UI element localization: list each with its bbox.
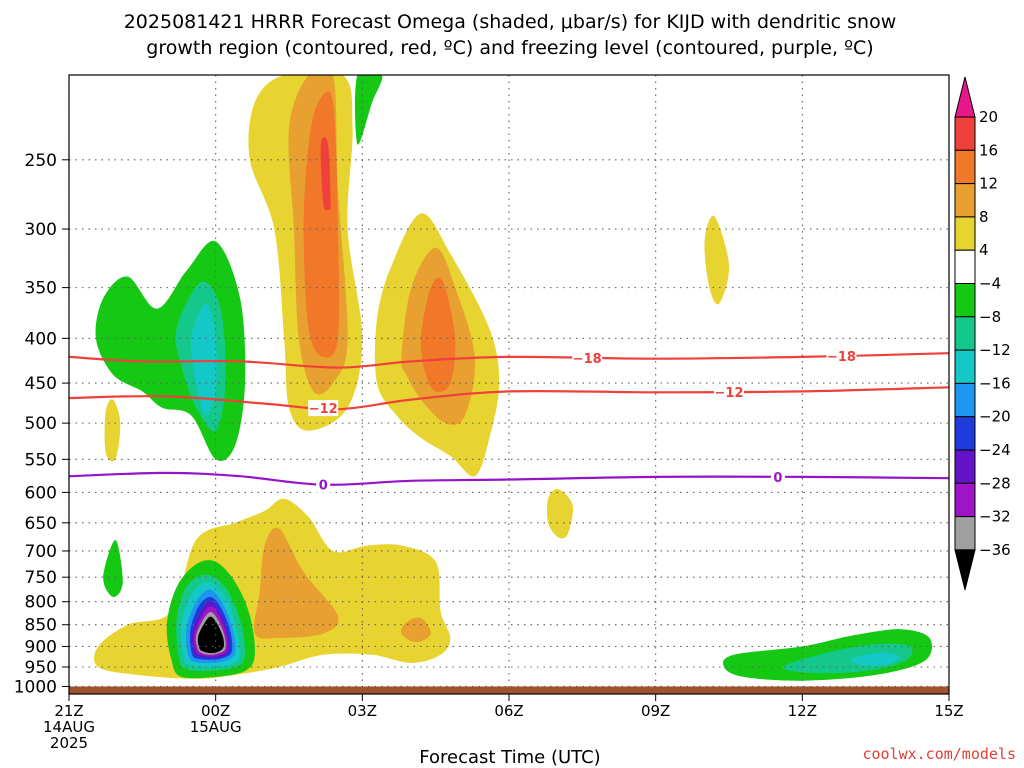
omega-region-16	[103, 539, 123, 597]
omega-region-6	[420, 277, 456, 392]
contour-line-2	[69, 471, 949, 486]
omega-region-9	[546, 489, 573, 539]
omega-region-2	[303, 91, 340, 358]
contour-label: −12	[309, 402, 338, 417]
colorbar-tick-label: −28	[979, 474, 1011, 492]
contour-line-0	[69, 352, 949, 369]
x-tick-label: 15AUG	[190, 718, 242, 736]
y-tick-label: 250	[25, 151, 57, 171]
omega-region-3	[320, 136, 331, 211]
y-tick-label: 650	[25, 514, 57, 534]
y-tick-label: 900	[25, 637, 57, 657]
ground-fill	[69, 686, 949, 694]
x-tick-label: 00Z	[201, 702, 230, 720]
colorbar-tick-label: −32	[979, 508, 1011, 526]
colorbar-segment	[954, 183, 976, 218]
contour-label: 0	[319, 479, 328, 494]
colorbar-tick-label: 4	[979, 241, 989, 259]
temperature-contours: −18 −18 −12 −12 0 0	[69, 347, 949, 494]
chart-title-line2: growth region (contoured, red, ºC) and f…	[146, 37, 873, 59]
y-tick-label: 950	[25, 658, 57, 678]
colorbar-tick-label: −8	[979, 308, 1001, 326]
colorbar-segment	[954, 116, 976, 151]
contour-label: −18	[827, 350, 856, 365]
contour-label-bg	[714, 383, 744, 400]
y-tick-label: 1000	[14, 677, 57, 697]
colorbar-segment	[954, 283, 976, 318]
omega-region-12	[400, 617, 431, 643]
colorbar-bottom-arrow	[954, 549, 976, 591]
x-tick-label: 15Z	[934, 702, 963, 720]
colorbar-segment	[954, 482, 976, 518]
x-tick-label: 14AUG	[43, 718, 95, 736]
omega-region-29	[197, 616, 224, 654]
colorbar-tick-label: −20	[979, 408, 1011, 426]
y-tick-label: 350	[25, 279, 57, 299]
y-tick-label: 800	[25, 593, 57, 613]
y-tick-label: 850	[25, 616, 57, 636]
y-axis: 2503003504004505005506006507007508008509…	[14, 151, 69, 697]
contour-label-bg	[316, 476, 331, 493]
colorbar-segment	[954, 216, 976, 251]
chart-title-line1: 2025081421 HRRR Forecast Omega (shaded, …	[124, 11, 897, 33]
colorbar-tick-label: 12	[979, 175, 998, 193]
x-tick-label: 09Z	[641, 702, 670, 720]
colorbar-segment	[954, 449, 976, 484]
colorbar-segment	[954, 249, 976, 284]
y-tick-label: 500	[25, 414, 57, 434]
x-tick-label: 2025	[50, 734, 88, 752]
colorbar-segment	[954, 349, 976, 384]
y-tick-label: 700	[25, 542, 57, 562]
colorbar-tick-label: −24	[979, 441, 1011, 459]
colorbar-segment	[954, 516, 976, 551]
colorbar-tick-label: 16	[979, 141, 998, 159]
x-axis-label: Forecast Time (UTC)	[419, 747, 600, 768]
colorbar-tick-label: −4	[979, 275, 1001, 293]
omega-region-20	[354, 75, 383, 145]
contour-label-bg	[572, 349, 603, 366]
contour-label: −12	[715, 386, 744, 401]
y-tick-label: 300	[25, 220, 57, 240]
x-tick-label: 12Z	[788, 702, 817, 720]
colorbar-segment	[954, 416, 976, 451]
plot-area: −18 −18 −12 −12 0 0	[68, 74, 950, 695]
contour-label: 0	[773, 471, 782, 486]
omega-region-8	[704, 215, 730, 305]
colorbar-tick-label: −16	[979, 374, 1011, 392]
x-tick-label: 21Z	[54, 702, 83, 720]
contour-label-bg	[308, 400, 339, 417]
contour-label-bg	[826, 347, 857, 364]
colorbar-segment	[954, 316, 976, 351]
omega-region-19	[850, 652, 901, 666]
omega-region-18	[782, 643, 913, 674]
colorbar: 20 16 12 8 4 −4 −8 −12 −16 −20 −24 −28 −32 −36	[954, 76, 1011, 591]
x-tick-label: 03Z	[348, 702, 377, 720]
ground-layer	[69, 686, 949, 694]
colorbar-tick-label: −36	[979, 541, 1011, 559]
colorbar-segment	[954, 149, 976, 185]
omega-region-7	[104, 399, 121, 462]
colorbar-segment	[954, 382, 976, 418]
y-tick-label: 450	[25, 374, 57, 394]
omega-region-15	[190, 303, 217, 416]
omega-region-11	[253, 527, 339, 639]
x-tick-label: 06Z	[494, 702, 523, 720]
credit-link[interactable]: coolwx.com/models	[862, 745, 1016, 763]
contour-label-bg	[770, 468, 785, 485]
colorbar-top-arrow	[954, 76, 976, 118]
contour-line-1	[69, 386, 949, 411]
omega-regions	[94, 75, 933, 681]
y-tick-label: 750	[25, 568, 57, 588]
y-tick-label: 600	[25, 483, 57, 503]
colorbar-tick-label: −12	[979, 341, 1011, 359]
contour-label: −18	[573, 352, 602, 367]
y-tick-label: 550	[25, 450, 57, 470]
colorbar-tick-label: 8	[979, 208, 989, 226]
colorbar-tick-label: 20	[979, 108, 998, 126]
y-tick-label: 400	[25, 329, 57, 349]
